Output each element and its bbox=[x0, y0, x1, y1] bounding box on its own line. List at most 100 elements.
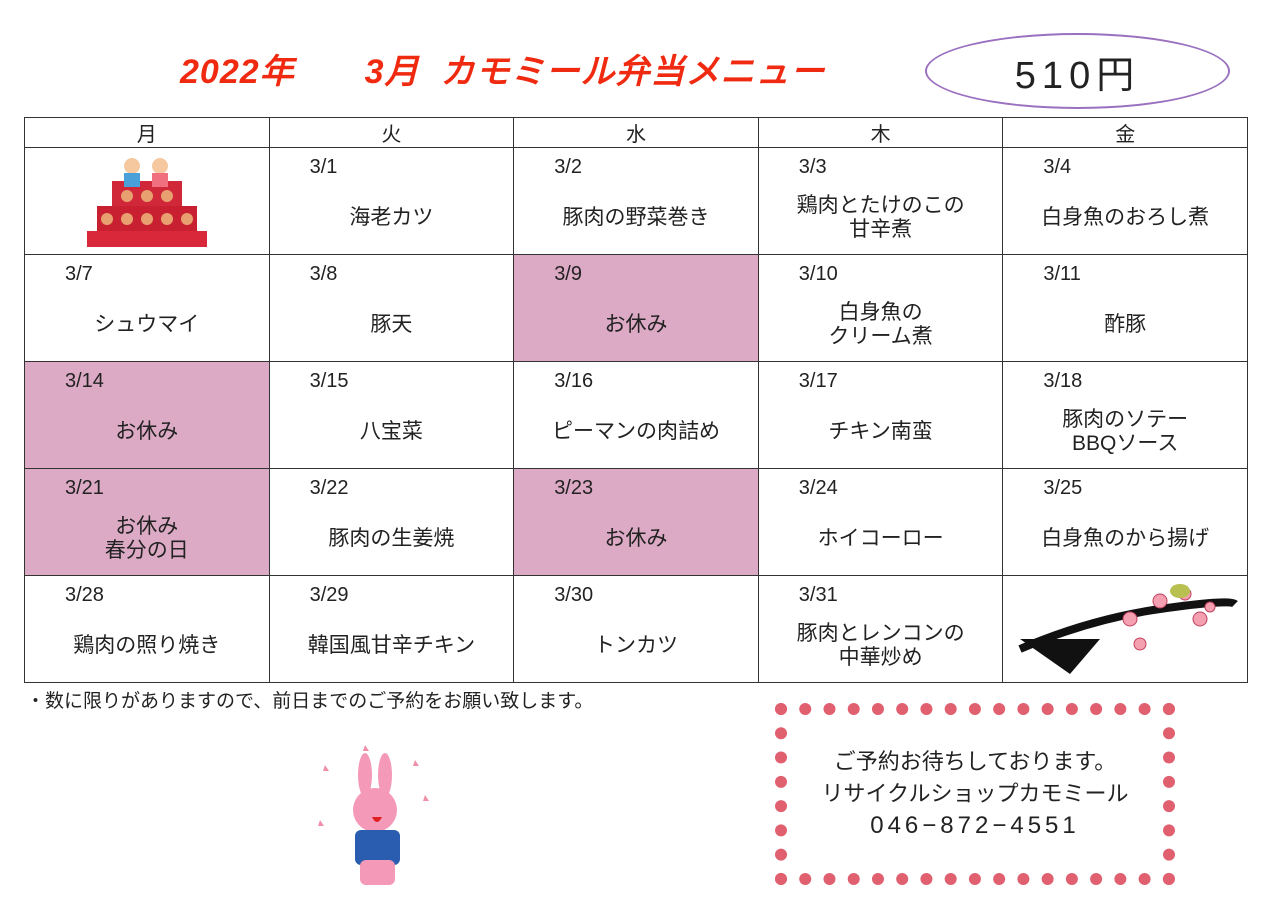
menu-item: 鶏肉とたけのこの 甘辛煮 bbox=[759, 188, 1003, 248]
day-cell: 3/7 シュウマイ bbox=[24, 254, 270, 362]
contact-message: ご予約お待ちしております。 bbox=[833, 749, 1117, 774]
day-cell: 3/29 韓国風甘辛チキン bbox=[268, 575, 515, 683]
day-date: 3/16 bbox=[554, 370, 594, 392]
day-cell: 3/25 白身魚のから揚げ bbox=[1002, 468, 1248, 576]
day-date: 3/1 bbox=[309, 156, 338, 178]
menu-line: 白身魚のおろし煮 bbox=[1041, 206, 1210, 229]
menu-item: トンカツ bbox=[514, 616, 758, 676]
menu-item: お休み bbox=[514, 509, 758, 569]
day-date: 3/15 bbox=[309, 370, 349, 392]
menu-line: 韓国風甘辛チキン bbox=[307, 634, 476, 657]
menu-item: 豚肉のソテー BBQソース bbox=[1003, 402, 1247, 462]
plum-branch-bird-illustration bbox=[1003, 576, 1247, 682]
day-cell: 3/30 トンカツ bbox=[513, 575, 759, 683]
menu-line: 鶏肉とたけのこの bbox=[796, 194, 965, 217]
menu-item: 豚肉の生姜焼 bbox=[270, 509, 514, 569]
menu-item: ピーマンの肉詰め bbox=[514, 402, 758, 462]
hina-dolls-illustration bbox=[25, 148, 269, 254]
menu-item: シュウマイ bbox=[25, 295, 269, 355]
reservation-note: ・数に限りがありますので、前日までのご予約をお願い致します。 bbox=[26, 691, 594, 712]
menu-line: 八宝菜 bbox=[359, 420, 423, 443]
menu-item: 豚肉とレンコンの 中華炒め bbox=[759, 616, 1003, 676]
day-cell: 3/9 お休み bbox=[513, 254, 759, 362]
week-row: 3/28 鶏肉の照り焼き 3/29 韓国風甘辛チキン 3/30 トンカツ 3/31 豚肉とレン… bbox=[24, 575, 1248, 683]
day-date: 3/9 bbox=[554, 263, 582, 285]
rabbit-illustration bbox=[318, 745, 429, 885]
menu-line: チキン南蛮 bbox=[828, 420, 933, 443]
day-cell: 3/1 海老カツ bbox=[268, 147, 515, 255]
menu-line: 白身魚のから揚げ bbox=[1041, 527, 1210, 550]
phone-number: 046−872−4551 bbox=[870, 812, 1080, 839]
day-cell: 3/4 白身魚のおろし煮 bbox=[1002, 147, 1248, 255]
day-date: 3/18 bbox=[1043, 370, 1083, 392]
menu-calendar: 月火水木金 3/1 海老カツ 3/2 豚肉の野菜巻き 3/3 鶏肉とたけのこの 甘辛煮 3/4… bbox=[24, 117, 1248, 683]
menu-line: 中華炒め bbox=[838, 646, 923, 669]
day-cell: 3/21 お休み 春分の日 bbox=[24, 468, 270, 576]
weekday-header: 月 bbox=[24, 117, 270, 148]
day-cell: 3/15 八宝菜 bbox=[268, 361, 515, 469]
day-date: 3/7 bbox=[65, 263, 93, 285]
menu-item: 酢豚 bbox=[1003, 295, 1247, 355]
menu-item: 豚天 bbox=[270, 295, 514, 355]
menu-item: お休み 春分の日 bbox=[25, 509, 269, 569]
menu-line: 豚肉の生姜焼 bbox=[328, 527, 455, 550]
menu-line: 豚肉とレンコンの bbox=[796, 622, 965, 645]
menu-line: トンカツ bbox=[593, 634, 678, 657]
menu-line: ピーマンの肉詰め bbox=[551, 420, 720, 443]
weekday-header: 火 bbox=[268, 117, 515, 148]
menu-line: 鶏肉の照り焼き bbox=[73, 634, 221, 657]
menu-item: ホイコーロー bbox=[759, 509, 1003, 569]
day-cell: 3/3 鶏肉とたけのこの 甘辛煮 bbox=[757, 147, 1004, 255]
menu-item: 八宝菜 bbox=[270, 402, 514, 462]
menu-item: 鶏肉の照り焼き bbox=[25, 616, 269, 676]
day-cell: 3/2 豚肉の野菜巻き bbox=[513, 147, 759, 255]
menu-item: 韓国風甘辛チキン bbox=[270, 616, 514, 676]
menu-line: 豚肉の野菜巻き bbox=[562, 206, 710, 229]
day-cell: 3/28 鶏肉の照り焼き bbox=[24, 575, 270, 683]
day-cell: 3/11 酢豚 bbox=[1002, 254, 1248, 362]
menu-item: チキン南蛮 bbox=[759, 402, 1003, 462]
week-row: 3/7 シュウマイ 3/8 豚天 3/9 お休み 3/10 白身魚の クリーム煮 3/11 酢豚 bbox=[24, 254, 1248, 362]
week-row: 3/1 海老カツ 3/2 豚肉の野菜巻き 3/3 鶏肉とたけのこの 甘辛煮 3/4 白身魚のおろ… bbox=[24, 147, 1248, 255]
menu-line: BBQソース bbox=[1072, 432, 1179, 455]
day-date: 3/4 bbox=[1043, 156, 1072, 178]
day-date: 3/14 bbox=[65, 370, 104, 392]
menu-item: お休み bbox=[25, 402, 269, 462]
shop-name: リサイクルショップカモミール bbox=[821, 781, 1129, 806]
menu-line: シュウマイ bbox=[94, 313, 200, 336]
day-date: 3/25 bbox=[1043, 477, 1083, 499]
weekday-header: 水 bbox=[513, 117, 759, 148]
price-badge: 510円 bbox=[925, 33, 1230, 109]
day-date: 3/11 bbox=[1043, 263, 1081, 285]
day-date: 3/3 bbox=[798, 156, 827, 178]
day-date: 3/30 bbox=[554, 584, 594, 606]
day-date: 3/10 bbox=[798, 263, 838, 285]
day-date: 3/22 bbox=[309, 477, 349, 499]
day-date: 3/29 bbox=[309, 584, 349, 606]
menu-line: 海老カツ bbox=[349, 206, 434, 229]
day-date: 3/24 bbox=[798, 477, 838, 499]
day-cell: 3/14 お休み bbox=[24, 361, 270, 469]
menu-item: 白身魚のから揚げ bbox=[1003, 509, 1247, 569]
menu-item: お休み bbox=[514, 295, 758, 355]
hina-dolls-illustration bbox=[24, 147, 270, 255]
contact-box: ご予約お待ちしております。 リサイクルショップカモミール 046−872−455… bbox=[775, 703, 1175, 885]
day-date: 3/21 bbox=[65, 477, 104, 499]
day-cell: 3/17 チキン南蛮 bbox=[757, 361, 1004, 469]
menu-line: 豚肉のソテー bbox=[1062, 408, 1189, 431]
menu-item: 白身魚のおろし煮 bbox=[1003, 188, 1247, 248]
week-row: 3/21 お休み 春分の日 3/22 豚肉の生姜焼 3/23 お休み 3/24 ホイコーロー 3/… bbox=[24, 468, 1248, 576]
menu-item: 海老カツ bbox=[270, 188, 514, 248]
day-cell: 3/18 豚肉のソテー BBQソース bbox=[1002, 361, 1248, 469]
menu-item: 豚肉の野菜巻き bbox=[514, 188, 758, 248]
menu-line: 白身魚の bbox=[838, 301, 923, 324]
menu-line: 豚天 bbox=[370, 313, 413, 336]
day-date: 3/23 bbox=[554, 477, 594, 499]
menu-line: 甘辛煮 bbox=[849, 218, 913, 241]
plum-branch-bird-illustration bbox=[1002, 575, 1248, 683]
menu-item: 白身魚の クリーム煮 bbox=[759, 295, 1003, 355]
menu-line: クリーム煮 bbox=[828, 325, 933, 348]
day-date: 3/17 bbox=[798, 370, 838, 392]
menu-line: 春分の日 bbox=[104, 539, 189, 562]
week-row: 3/14 お休み 3/15 八宝菜 3/16 ピーマンの肉詰め 3/17 チキン南蛮 3/18 豚… bbox=[24, 361, 1248, 469]
